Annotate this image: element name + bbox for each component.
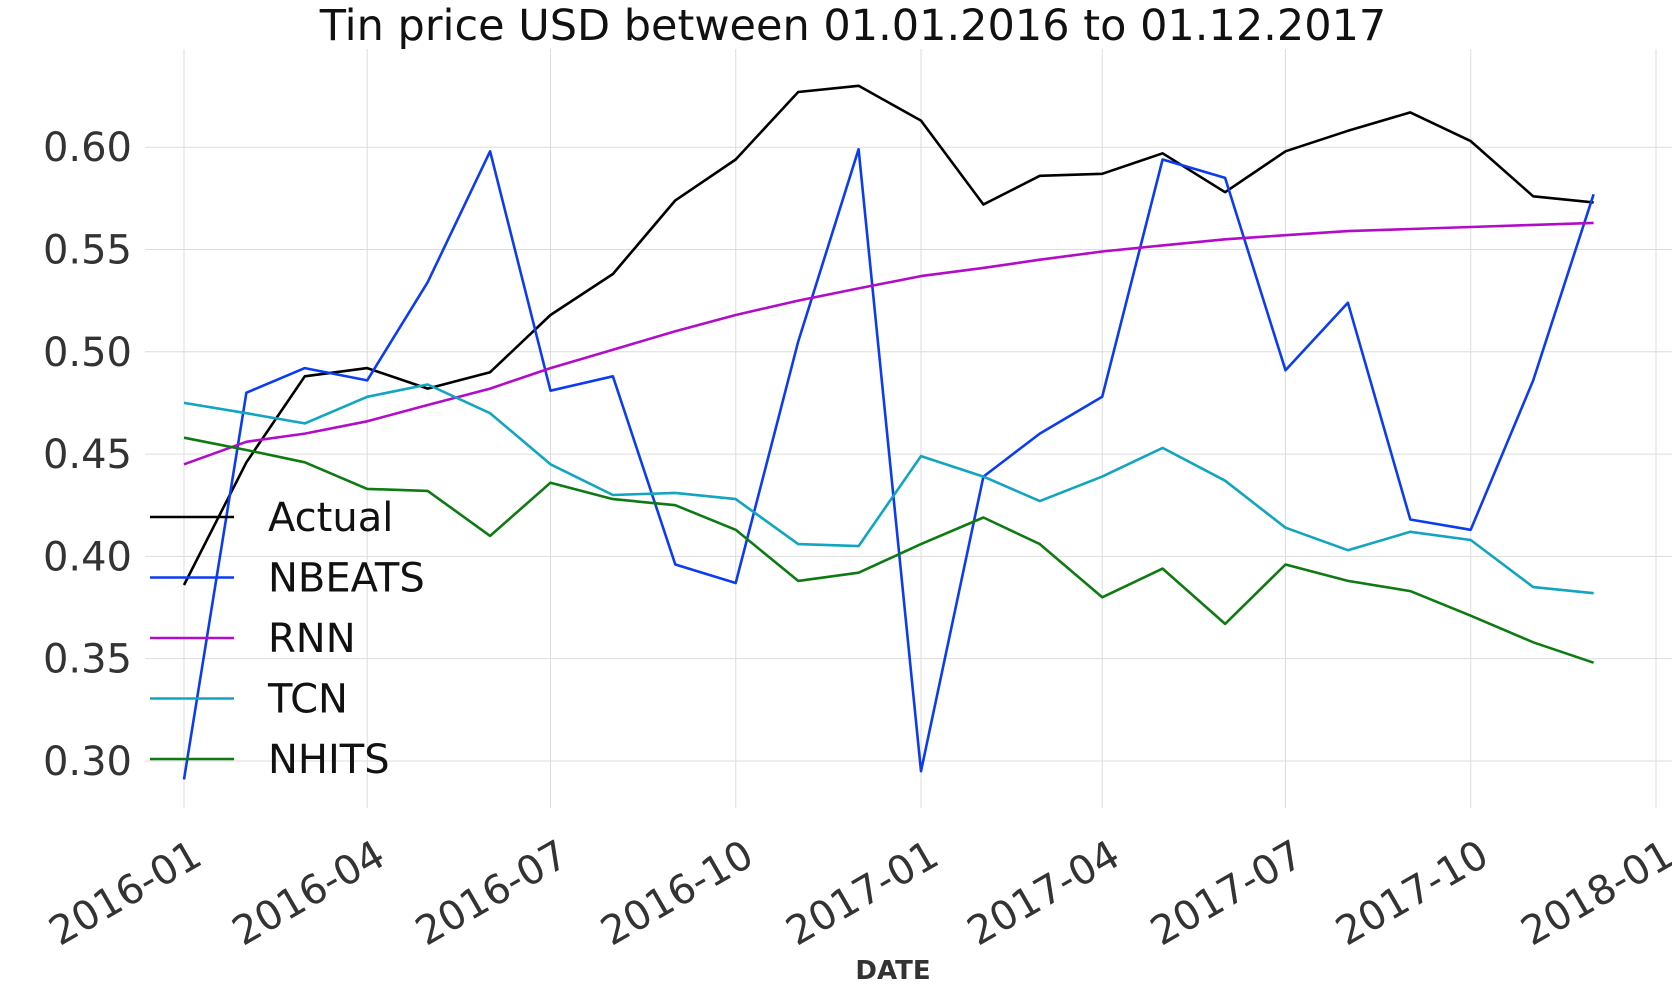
x-tick-label: 2017-04 [960, 832, 1128, 955]
legend: Actual NBEATS RNN TCN NHITS [150, 495, 425, 783]
series-line-nbeats [182, 147, 1595, 780]
y-axis-ticks: 0.30 0.35 0.40 0.45 0.50 0.55 0.60 [43, 125, 132, 785]
series-line-tcn [183, 383, 1594, 595]
legend-label-nbeats: NBEATS [268, 556, 425, 602]
x-tick-label: 2017-01 [779, 832, 947, 955]
x-axis-label: DATE [855, 956, 930, 986]
series-line-actual [182, 84, 1594, 586]
x-tick-label: 2016-10 [593, 832, 761, 955]
x-tick-label: 2018-01 [1514, 832, 1672, 955]
y-tick-label: 0.50 [43, 330, 132, 376]
grid [145, 49, 1672, 808]
legend-label-tcn: TCN [267, 677, 348, 723]
legend-label-nhits: NHITS [268, 737, 390, 783]
legend-label-rnn: RNN [268, 616, 356, 662]
y-tick-label: 0.40 [43, 534, 132, 580]
y-tick-label: 0.60 [43, 125, 132, 171]
chart-title: Tin price USD between 01.01.2016 to 01.1… [319, 1, 1387, 51]
y-tick-label: 0.30 [43, 739, 132, 785]
series-line-rnn [183, 221, 1594, 466]
legend-label-actual: Actual [268, 495, 393, 541]
y-tick-label: 0.35 [43, 637, 132, 683]
series-lines [182, 84, 1595, 780]
x-tick-label: 2016-01 [42, 832, 210, 955]
y-tick-label: 0.55 [43, 227, 132, 273]
y-tick-label: 0.45 [43, 432, 132, 478]
series-line-nhits [183, 436, 1595, 664]
x-tick-label: 2017-10 [1328, 832, 1496, 955]
x-tick-label: 2016-04 [225, 832, 393, 955]
x-axis-ticks: 2016-01 2016-04 2016-07 2016-10 2017-01 2017-… [42, 832, 1672, 955]
x-tick-label: 2016-07 [408, 832, 576, 955]
x-tick-label: 2017-07 [1143, 832, 1311, 955]
